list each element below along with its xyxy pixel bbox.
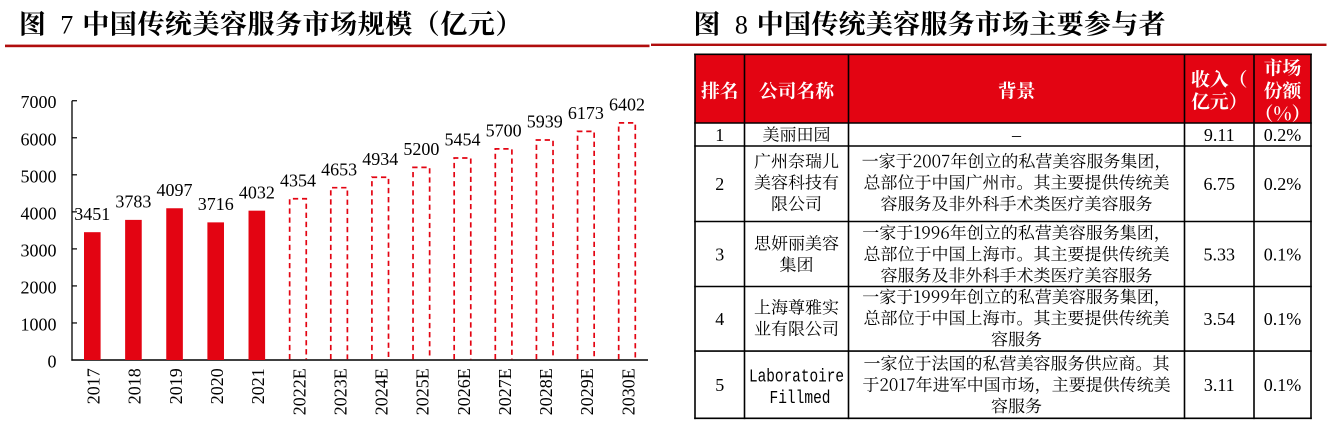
- svg-text:4653: 4653: [321, 159, 357, 179]
- svg-text:0.1%: 0.1%: [1264, 375, 1302, 395]
- svg-text:6402: 6402: [609, 95, 645, 115]
- svg-text:4032: 4032: [239, 182, 275, 202]
- svg-text:4000: 4000: [21, 203, 57, 223]
- svg-text:2017: 2017: [84, 368, 104, 404]
- svg-text:8: 8: [735, 11, 748, 40]
- svg-text:2020: 2020: [207, 368, 227, 404]
- svg-text:5000: 5000: [21, 166, 57, 186]
- svg-text:4354: 4354: [280, 170, 316, 190]
- svg-text:1: 1: [715, 125, 724, 145]
- svg-text:2021: 2021: [248, 368, 268, 404]
- svg-text:0.2%: 0.2%: [1264, 125, 1302, 145]
- svg-text:5: 5: [715, 375, 724, 395]
- svg-text:Fillmed: Fillmed: [770, 388, 831, 409]
- svg-text:3783: 3783: [115, 192, 151, 212]
- svg-text:5700: 5700: [486, 121, 522, 141]
- svg-text:2023E: 2023E: [330, 368, 350, 415]
- svg-text:4: 4: [715, 309, 724, 329]
- svg-text:5.33: 5.33: [1204, 244, 1236, 264]
- svg-text:2018: 2018: [125, 368, 145, 404]
- svg-text:7000: 7000: [21, 92, 57, 112]
- svg-text:1000: 1000: [21, 314, 57, 334]
- svg-text:2022E: 2022E: [289, 368, 309, 415]
- svg-text:2026E: 2026E: [454, 368, 474, 415]
- svg-text:5454: 5454: [444, 130, 480, 150]
- svg-text:2019: 2019: [166, 368, 186, 404]
- svg-text:2024E: 2024E: [372, 368, 392, 415]
- svg-text:0.2%: 0.2%: [1264, 174, 1302, 194]
- svg-text:6173: 6173: [568, 103, 604, 123]
- svg-text:6000: 6000: [21, 129, 57, 149]
- svg-text:2027E: 2027E: [495, 368, 515, 415]
- svg-text:3716: 3716: [198, 194, 234, 214]
- svg-text:5200: 5200: [403, 139, 439, 159]
- svg-text:Laboratoire: Laboratoire: [749, 366, 844, 387]
- svg-text:3451: 3451: [74, 204, 110, 224]
- svg-text:0: 0: [48, 352, 57, 372]
- svg-text:2029E: 2029E: [577, 368, 597, 415]
- svg-text:6.75: 6.75: [1204, 174, 1236, 194]
- svg-text:0.1%: 0.1%: [1264, 309, 1302, 329]
- svg-text:7: 7: [60, 11, 73, 40]
- svg-text:5939: 5939: [527, 112, 563, 132]
- svg-text:9.11: 9.11: [1204, 125, 1235, 145]
- svg-text:4097: 4097: [157, 180, 193, 200]
- svg-text:2030E: 2030E: [618, 368, 638, 415]
- svg-text:4934: 4934: [362, 149, 398, 169]
- svg-text:3: 3: [715, 244, 724, 264]
- svg-text:3000: 3000: [21, 240, 57, 260]
- svg-text:2028E: 2028E: [536, 368, 556, 415]
- svg-text:2025E: 2025E: [413, 368, 433, 415]
- svg-text:3.54: 3.54: [1204, 309, 1236, 329]
- svg-text:2: 2: [715, 174, 724, 194]
- svg-text:2000: 2000: [21, 277, 57, 297]
- svg-text:–: –: [1011, 125, 1022, 145]
- svg-text:0.1%: 0.1%: [1264, 244, 1302, 264]
- svg-text:3.11: 3.11: [1204, 375, 1235, 395]
